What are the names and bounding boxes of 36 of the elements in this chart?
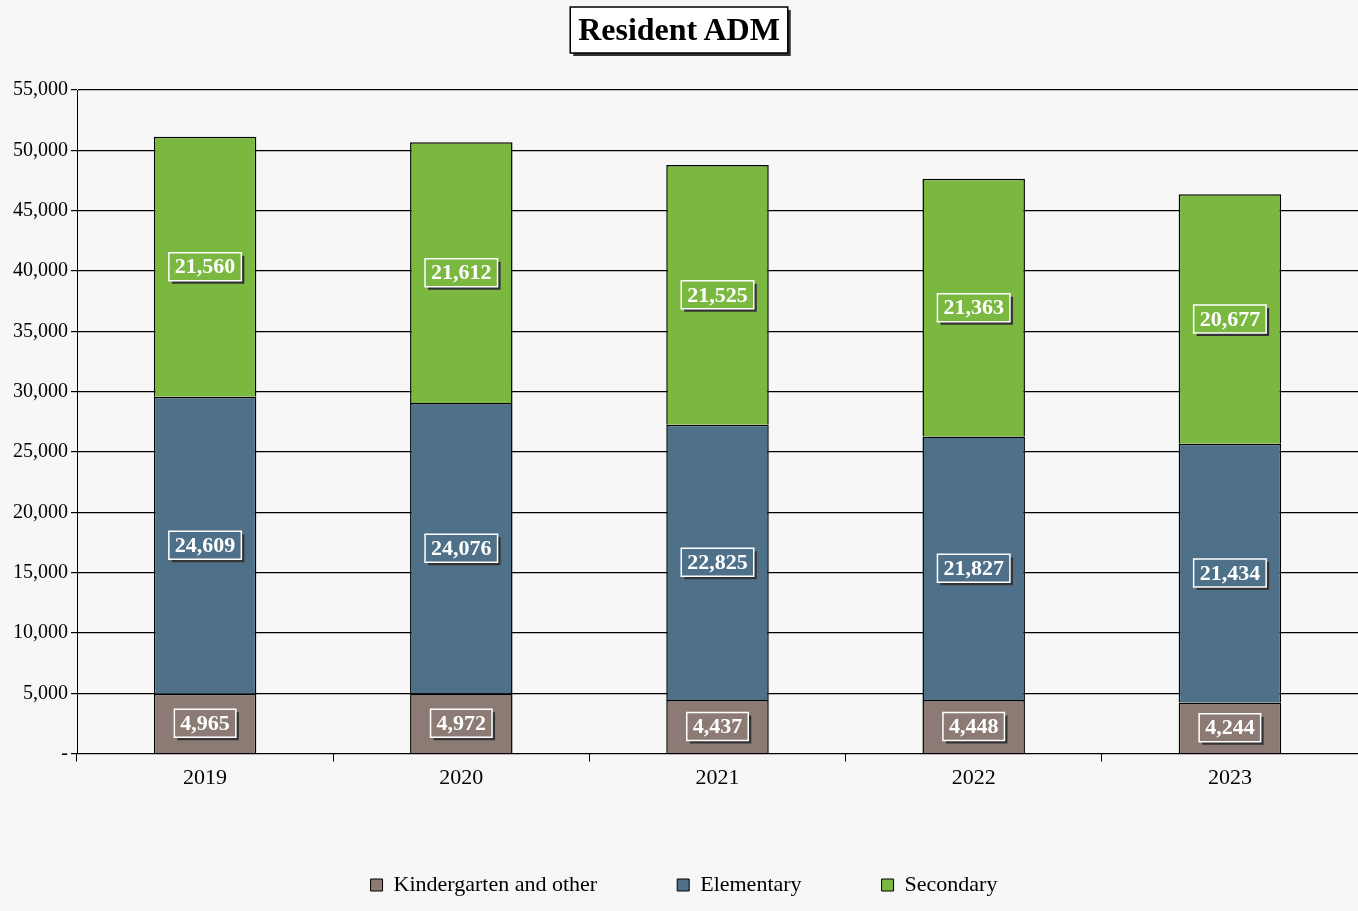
y-tick-label: 50,000 [13,137,68,160]
y-tick-label: 40,000 [13,258,68,281]
legend-label: Kindergarten and other [393,870,598,896]
data-label: 4,437 [692,713,743,739]
chart-title: Resident ADM [578,11,780,48]
data-label: 4,244 [1205,714,1255,740]
data-label: 4,972 [436,709,487,735]
data-label: 4,965 [180,710,230,736]
y-tick-label: 55,000 [13,77,68,100]
data-label: 21,363 [943,294,1004,320]
data-label: 21,612 [431,259,492,285]
data-label: 21,560 [174,253,236,279]
data-label: 24,076 [431,535,492,561]
y-tick-label: 30,000 [13,378,68,401]
y-tick-label: 5,000 [23,680,68,703]
y-tick-label: 35,000 [13,318,68,341]
y-tick-label: 20,000 [13,499,68,522]
x-tick-label: 2023 [1207,763,1252,789]
data-label: 22,825 [687,549,748,575]
legend-label: Elementary [700,870,802,896]
y-tick-label: 45,000 [13,197,68,220]
data-label: 4,448 [948,713,999,739]
x-tick-label: 2020 [439,763,484,789]
data-label: 24,609 [174,531,236,557]
y-tick-label: 15,000 [13,559,68,582]
y-tick-label: 25,000 [13,439,68,462]
x-tick-label: 2022 [951,763,996,789]
data-label: 21,434 [1199,559,1261,585]
y-tick-label: - [61,740,68,763]
data-label: 21,827 [943,554,1004,580]
data-label: 21,525 [687,281,748,307]
x-tick-label: 2019 [183,763,228,789]
data-label: 20,677 [1199,305,1261,331]
legend-label: Secondary [904,870,998,896]
y-tick-label: 10,000 [13,620,68,643]
x-tick-label: 2021 [695,763,740,789]
